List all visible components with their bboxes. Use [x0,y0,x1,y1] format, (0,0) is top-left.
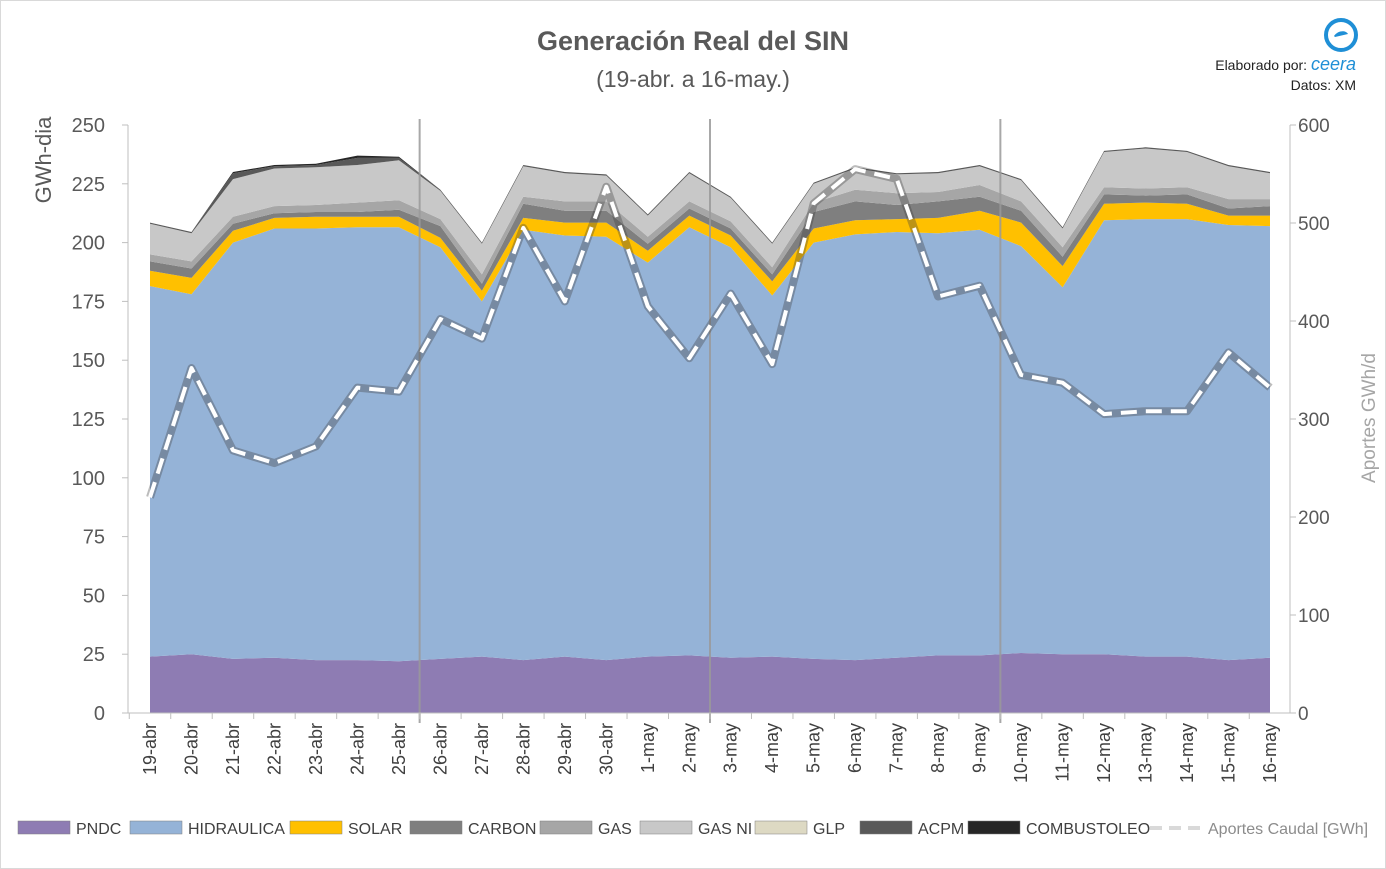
x-tick-label: 20-abr [182,723,202,775]
y-tick-label: 225 [72,174,105,196]
x-tick-label: 21-abr [223,723,243,775]
x-tick-label: 19-abr [140,723,160,775]
ceera-logo-icon [1324,18,1358,52]
y-axis-title: GWh-dia [31,116,56,204]
x-tick-label: 26-abr [430,723,450,775]
x-tick-label: 30-abr [596,723,616,775]
x-tick-label: 10-may [1011,723,1031,783]
legend-label: GAS NI [698,821,752,838]
credit-source: Datos: XM [1290,77,1356,93]
y2-tick-label: 500 [1298,214,1330,235]
legend-label: HIDRAULICA [188,821,285,838]
legend-swatch-gas [539,820,593,835]
credit-block: Elaborado por: ceera Datos: XM [1215,20,1356,95]
x-tick-label: 29-abr [555,723,575,775]
y2-axis-title: Aportes GWh/d [1359,353,1380,483]
x-tick-label: 6-may [845,723,865,773]
legend-label: SOLAR [348,821,402,838]
credit-label: Elaborado por: [1215,57,1308,73]
x-tick-label: 28-abr [513,723,533,775]
legend-swatch-solar [289,820,343,835]
x-tick-label: 7-may [887,723,907,773]
x-tick-label: 11-may [1053,723,1073,782]
y-tick-label: 200 [72,233,105,255]
y2-tick-label: 400 [1298,312,1330,333]
y-tick-label: 100 [72,468,105,490]
legend: PNDC HIDRAULICA SOLAR CARBON GAS GAS NI GLP ACP… [17,820,1368,838]
legend-label: GLP [813,821,845,838]
area-gas [150,185,1270,284]
x-tick-label: 9-may [970,723,990,773]
legend-swatch-acpm [859,820,913,835]
area-gas-ni [150,148,1270,275]
chart-subtitle: (19-abr. a 16-may.) [596,66,790,92]
legend-label: Aportes Caudal [GWh] [1208,821,1368,838]
y-tick-label: 175 [72,291,105,313]
legend-swatch-carbon [409,820,463,835]
x-tick-label: 4-may [762,723,782,773]
aportes-line [148,167,1272,499]
x-tick-label: 13-may [1136,723,1156,783]
x-tick-label: 15-may [1219,723,1239,783]
legend-swatch-combustoleo [967,820,1021,835]
x-tick-label: 3-may [721,723,741,773]
x-tick-label: 27-abr [472,723,492,775]
x-tick-label: 2-may [679,723,699,773]
y-tick-label: 0 [94,703,105,725]
y2-tick-label: 600 [1298,116,1330,137]
y-tick-label: 125 [72,409,105,431]
x-tick-label: 5-may [804,723,824,773]
y-tick-label: 25 [83,644,105,666]
y2-tick-label: 0 [1298,704,1309,725]
y2-tick-label: 200 [1298,508,1330,529]
chart-title: Generación Real del SIN [536,26,850,56]
y2-tick-label: 100 [1298,606,1330,627]
x-tick-label: 1-may [638,723,658,773]
x-tick-label: 8-may [928,723,948,773]
legend-label: ACPM [918,821,964,838]
legend-label: CARBON [468,821,536,838]
legend-swatch-gas-ni [639,820,693,835]
y-tick-label: 75 [83,527,105,549]
credit-brand: ceera [1310,54,1356,74]
x-tick-label: 22-abr [264,723,284,775]
legend-label: GAS [598,821,632,838]
x-tick-label: 14-may [1177,723,1197,783]
legend-swatch-glp [754,820,808,835]
x-tick-label: 16-may [1260,723,1280,783]
x-tick-label: 24-abr [347,723,367,775]
y-tick-label: 50 [83,585,105,607]
y-tick-label: 150 [72,350,105,372]
legend-swatch-hidraulica [129,820,183,835]
x-tick-label: 23-abr [306,723,326,775]
y2-tick-label: 300 [1298,410,1330,431]
legend-label: PNDC [76,821,121,838]
legend-label: COMBUSTOLEO [1026,821,1150,838]
x-tick-label: 25-abr [389,723,409,775]
y-tick-label: 250 [72,115,105,137]
x-tick-label: 12-may [1094,723,1114,783]
area-carbon [150,194,1270,291]
legend-swatch-pndc [17,820,71,835]
area-solar [150,202,1270,302]
